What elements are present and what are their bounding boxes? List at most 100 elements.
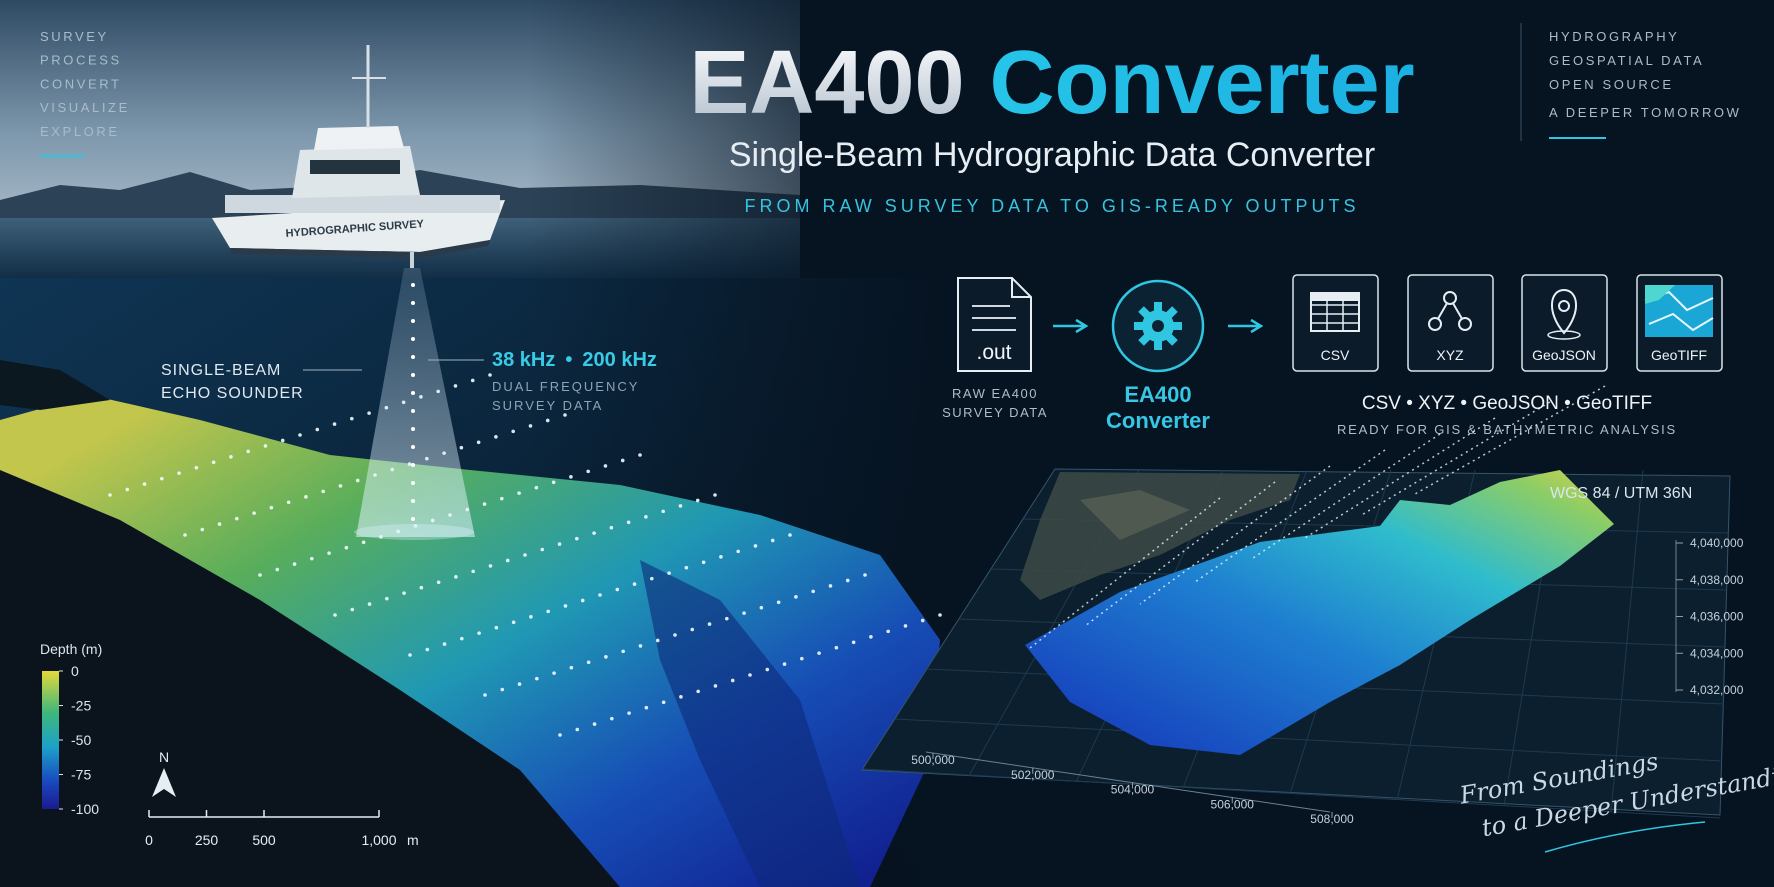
- tiff-shade: [1645, 285, 1675, 304]
- survey-dot: [800, 656, 804, 661]
- survey-dot: [661, 509, 665, 514]
- survey-dot: [280, 438, 285, 443]
- gear-icon: [1134, 302, 1182, 350]
- survey-dot: [361, 540, 366, 545]
- hull-stripe: [230, 240, 490, 258]
- menu-item: EXPLORE: [40, 124, 120, 139]
- survey-dot: [535, 676, 539, 681]
- colorbar-tick-label: -100: [71, 801, 99, 817]
- survey-dot: [592, 531, 596, 535]
- survey-dot: [367, 411, 371, 415]
- scale-tick-label: 500: [252, 832, 276, 848]
- survey-dot: [644, 515, 648, 519]
- survey-dot: [667, 571, 671, 575]
- survey-dot: [938, 613, 942, 617]
- output-icon: [1428, 291, 1472, 331]
- arrow: [1228, 318, 1264, 334]
- survey-dot: [903, 624, 908, 628]
- survey-dot: [598, 593, 602, 597]
- menu-item: PROCESS: [40, 53, 122, 68]
- pin-base: [1547, 330, 1581, 340]
- survey-dot: [742, 611, 746, 615]
- menu-item: CONVERT: [40, 76, 122, 91]
- beam-footprint: [354, 524, 474, 540]
- map-y-tick-label: 4,040,000: [1690, 536, 1744, 550]
- survey-dot: [557, 542, 562, 546]
- gear-tooth: [1134, 322, 1144, 330]
- swath-line: [1084, 481, 1276, 627]
- survey-dot: [442, 642, 447, 646]
- survey-dot: [609, 525, 614, 530]
- survey-dot: [575, 727, 580, 732]
- survey-dot: [500, 496, 504, 501]
- survey-dot: [177, 471, 181, 475]
- survey-dot: [725, 616, 729, 621]
- survey-dot: [332, 422, 337, 426]
- survey-dot: [321, 489, 325, 494]
- output-label: GeoTIFF: [1651, 347, 1707, 363]
- swath-lines: [1029, 385, 1606, 649]
- colorbar-tick-label: 0: [71, 663, 79, 679]
- survey-dot: [529, 615, 533, 619]
- output-label: GeoJSON: [1532, 347, 1596, 363]
- survey-dot: [408, 653, 412, 657]
- survey-dot: [695, 498, 700, 503]
- survey-dot: [229, 455, 233, 459]
- survey-dot: [592, 722, 597, 726]
- swath-line: [1249, 433, 1441, 561]
- survey-dot: [454, 575, 458, 579]
- map-x-tick-label: 506,000: [1211, 797, 1255, 811]
- crs-label: WGS 84 / UTM 36N: [1550, 485, 1692, 502]
- separator: •: [565, 349, 572, 371]
- survey-dot: [563, 604, 568, 608]
- gear-tooth: [1154, 302, 1162, 312]
- file-icon: [957, 277, 1032, 372]
- survey-dot: [200, 527, 205, 532]
- sounder-label: SINGLE-BEAM: [161, 362, 281, 379]
- map-y-tick-label: 4,038,000: [1690, 573, 1744, 587]
- title: EA400 Converter: [689, 33, 1414, 133]
- swath-line: [1194, 449, 1386, 583]
- survey-dot: [534, 485, 539, 490]
- map-x-axis: [925, 751, 1331, 813]
- file-ext: .out: [976, 341, 1011, 364]
- menu-item: HYDROGRAPHY: [1549, 29, 1679, 44]
- north-arrow: [152, 768, 176, 797]
- survey-dot: [517, 682, 522, 686]
- survey-dot: [684, 565, 689, 570]
- survey-dot: [194, 465, 199, 470]
- scale-unit: m: [407, 832, 419, 848]
- survey-dot: [679, 695, 683, 699]
- scale-tick-label: 0: [145, 832, 153, 848]
- survey-dot: [661, 700, 666, 705]
- freq-desc: DUAL FREQUENCY: [492, 379, 639, 394]
- survey-dot: [730, 678, 735, 683]
- freq-desc: SURVEY DATA: [492, 398, 603, 413]
- survey-dot: [845, 578, 850, 583]
- menu-item: VISUALIZE: [40, 100, 130, 115]
- scale-ticks: 0 250 500 1,000 m: [145, 810, 419, 848]
- survey-dot: [632, 582, 637, 586]
- survey-dot: [753, 544, 758, 548]
- beam-dot: [411, 427, 415, 431]
- beam-dot: [411, 301, 415, 305]
- survey-dot: [869, 635, 873, 639]
- survey-dot: [108, 493, 112, 497]
- beam-dot: [411, 499, 415, 503]
- beam-dot: [411, 283, 415, 287]
- map-grid-line: [1610, 469, 1644, 813]
- output-box: [1521, 274, 1608, 372]
- freq: 200 kHz: [582, 349, 657, 371]
- map-y-tick-label: 4,032,000: [1690, 683, 1744, 697]
- survey-dot: [626, 520, 631, 525]
- survey-dot: [701, 560, 706, 565]
- survey-dot: [736, 549, 740, 554]
- converter-label: EA400: [1124, 382, 1191, 407]
- survey-dot: [453, 384, 458, 388]
- survey-dot: [419, 585, 424, 590]
- survey-dot: [211, 460, 216, 465]
- land-detail: [1080, 490, 1190, 540]
- colorbar-tick-label: -25: [71, 698, 91, 714]
- sonar-beam: [356, 268, 475, 537]
- survey-dot: [817, 651, 821, 655]
